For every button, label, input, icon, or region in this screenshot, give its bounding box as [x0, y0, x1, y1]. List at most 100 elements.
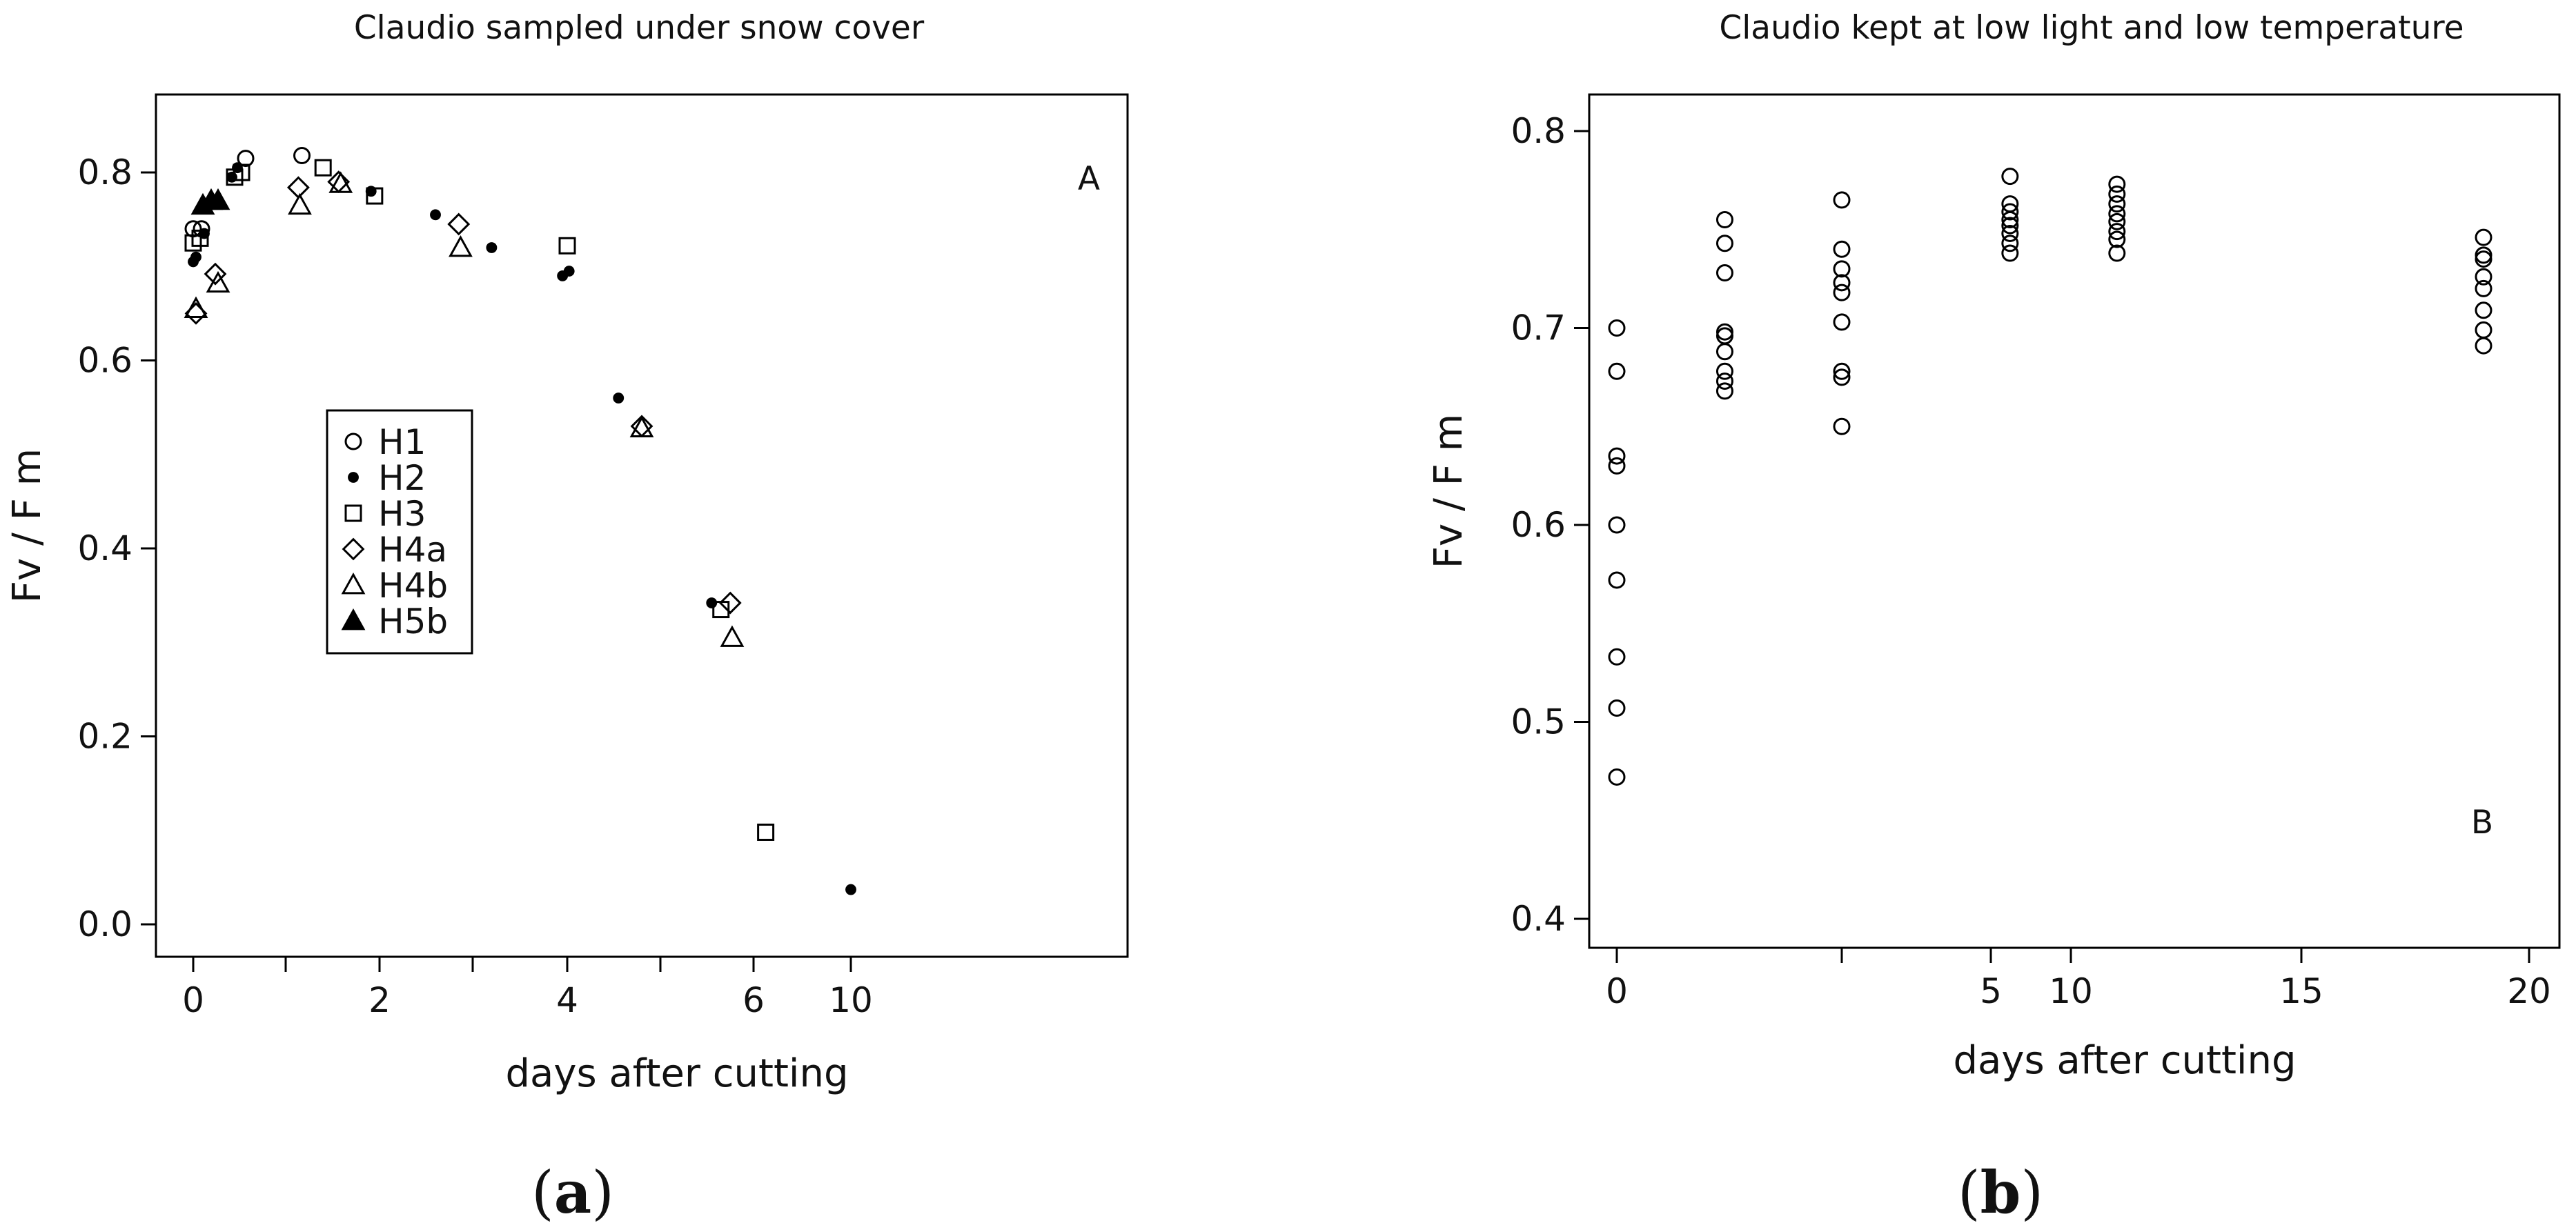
chart-a-point-h4b [720, 625, 745, 647]
chart-b-x-tick-label: 10 [2049, 971, 2093, 1011]
chart-a-point-h2 [563, 266, 575, 277]
chart-b-point [2475, 228, 2493, 246]
chart-b-point [2475, 301, 2493, 319]
chart-b-point [2108, 185, 2126, 203]
chart-b-point [1833, 191, 1851, 209]
chart-b-point [2108, 195, 2126, 213]
chart-b-point [1608, 768, 1626, 786]
legend-label-h4a: H4a [378, 530, 447, 570]
chart-a-y-tick-label: 0.8 [77, 152, 132, 192]
chart-b-ticks: 0.4 0.5 0.6 0.7 0.8 0 5 10 15 20 [1511, 111, 2550, 1011]
chart-b-point [2001, 210, 2019, 228]
chart-b-point [2108, 212, 2126, 230]
chart-a-y-axis-label: Fv / F m [5, 448, 50, 603]
chart-b-point [2001, 244, 2019, 262]
panel-a-caption-open: ( [531, 1159, 554, 1226]
chart-b-corner-label: B [2471, 804, 2493, 842]
panel-b-caption-open: ( [1958, 1159, 1980, 1226]
chart-a-x-tick-label: 10 [829, 980, 873, 1020]
chart-a-y-tick-label: 0.0 [77, 904, 132, 944]
chart-a-point-h4b [629, 415, 654, 437]
chart-a-x-tick-label: 6 [743, 980, 765, 1020]
chart-b-point [1715, 210, 1733, 228]
panel-a-caption: (a) [531, 1158, 614, 1226]
chart-b-point [2001, 224, 2019, 242]
legend-marker-h3 [344, 504, 362, 522]
chart-b-point [1833, 284, 1851, 301]
chart-a-point-h3 [191, 229, 209, 247]
chart-a-point-h4a [447, 212, 471, 236]
chart-a-x-tick-label: 0 [182, 980, 204, 1020]
chart-b-point [2001, 235, 2019, 252]
panel-b-caption-letter: b [1980, 1158, 2021, 1226]
chart-b-point [2475, 268, 2493, 286]
chart-b-point [1833, 274, 1851, 292]
legend-marker-h1 [344, 433, 362, 450]
chart-b-point [1833, 260, 1851, 278]
chart-b-point [1715, 235, 1733, 252]
chart-b-point [1833, 313, 1851, 331]
chart-b-point [1608, 699, 1626, 717]
chart-a-x-tick-label: 2 [368, 980, 391, 1020]
chart-b-title: Claudio kept at low light and low temper… [1719, 9, 2464, 47]
chart-a-point-h4b [288, 192, 312, 215]
panel-b: Claudio kept at low light and low temper… [1426, 9, 2561, 1226]
legend-label-h5b: H5b [378, 602, 448, 642]
chart-a-x-tick-label: 4 [556, 980, 578, 1020]
chart-b-point [1608, 447, 1626, 465]
chart-a-point-h2 [486, 242, 498, 253]
chart-a-point-h2 [430, 209, 441, 221]
chart-a-point-h4b [328, 171, 353, 193]
chart-a-point-h4a [286, 176, 310, 199]
chart-a-corner-label: A [1078, 160, 1100, 198]
panel-a: Claudio sampled under snow cover Fv / F … [5, 9, 1129, 1226]
chart-a-point-h1 [237, 150, 255, 168]
chart-a-point-h4b [206, 270, 230, 293]
chart-b-point [1833, 417, 1851, 435]
chart-a-plot-frame [155, 93, 1129, 958]
chart-b-point [2001, 203, 2019, 221]
chart-b-point [1715, 343, 1733, 361]
chart-b-point [2108, 205, 2126, 223]
chart-b-point [1833, 368, 1851, 386]
chart-a-x-axis-label: days after cutting [505, 1051, 848, 1096]
chart-a-point-h4b [184, 296, 208, 318]
chart-b-point [2001, 217, 2019, 235]
chart-a-point-h3 [757, 823, 775, 841]
legend-label-h1: H1 [378, 422, 426, 462]
chart-b-y-tick-label: 0.7 [1511, 308, 1566, 348]
chart-b-point [1715, 264, 1733, 282]
chart-a-point-h4a [204, 262, 227, 286]
chart-b-point [2475, 279, 2493, 297]
chart-a-point-h3 [558, 237, 576, 255]
chart-a-points [184, 146, 856, 895]
chart-b-point [2108, 175, 2126, 193]
panel-b-caption-close: ) [2021, 1159, 2043, 1226]
chart-a-point-h4a [718, 591, 742, 615]
chart-b-point [2001, 168, 2019, 186]
panel-a-caption-letter: a [554, 1158, 591, 1226]
legend-label-h3: H3 [378, 494, 426, 534]
panel-b-caption: (b) [1958, 1158, 2043, 1226]
legend-marker-h4b [341, 573, 366, 595]
chart-a-point-h3 [233, 163, 250, 181]
chart-b-y-tick-label: 0.5 [1511, 702, 1566, 742]
chart-a-point-h3 [314, 159, 332, 177]
chart-b-y-tick-label: 0.8 [1511, 111, 1566, 151]
chart-a-point-h4a [184, 301, 208, 325]
legend-label-h2: H2 [378, 458, 426, 498]
chart-b-x-tick-label: 5 [1980, 971, 2002, 1011]
chart-a-point-h3 [366, 187, 384, 205]
chart-a-y-tick-label: 0.4 [77, 528, 132, 568]
chart-a-point-h2 [845, 884, 856, 895]
chart-a-point-h4b [449, 235, 473, 257]
chart-b-x-tick-label: 0 [1606, 971, 1628, 1011]
chart-b-points [1608, 168, 2493, 786]
chart-a-ticks: 0.0 0.2 0.4 0.6 0.8 0 2 4 6 10 [77, 152, 872, 1020]
chart-b-point [1833, 240, 1851, 258]
chart-b-point [1608, 362, 1626, 380]
legend-label-h4b: H4b [378, 566, 448, 606]
chart-b-point [1715, 362, 1733, 380]
